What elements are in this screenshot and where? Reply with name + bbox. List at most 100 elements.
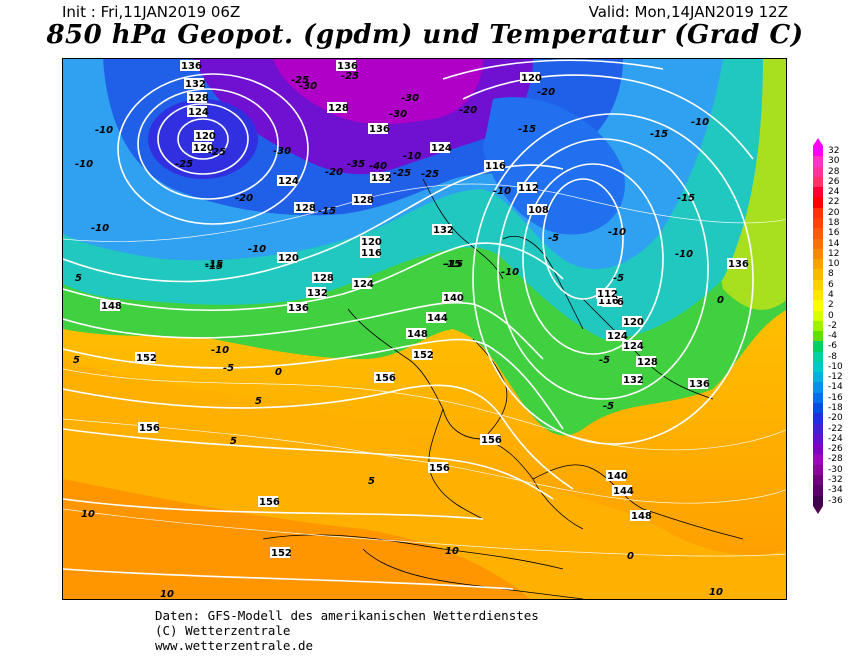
weather-map: 136 132 128 124 120 120 128 124 128 116 … [62, 58, 787, 600]
legend-swatch [813, 475, 823, 486]
geopot-label: 128 [187, 92, 209, 104]
legend-swatch [813, 433, 823, 445]
temp-label: -5 [223, 363, 234, 374]
legend-swatch [813, 495, 823, 506]
legend-swatch [813, 259, 823, 270]
temp-label: -25 [341, 71, 359, 82]
legend-label: 14 [828, 238, 840, 249]
geopot-label: 132 [622, 374, 644, 386]
svg-text:136: 136 [689, 379, 710, 390]
temp-label: -10 [501, 267, 519, 278]
geopot-label: 136 [180, 60, 202, 72]
svg-text:112: 112 [597, 289, 618, 300]
legend-label: -14 [828, 382, 843, 393]
temp-label: 0 [275, 367, 282, 378]
legend-swatch [813, 269, 823, 280]
geopot-label-text: 136 [181, 61, 202, 72]
svg-text:128: 128 [328, 103, 349, 114]
temp-label: -30 [401, 93, 419, 104]
geopot-label: 124 [352, 278, 374, 290]
legend-label: 12 [828, 248, 840, 259]
geopot-label: 136 [336, 60, 358, 72]
geopot-label: 152 [412, 349, 434, 361]
geopot-label: 156 [374, 372, 396, 384]
svg-text:116: 116 [485, 161, 506, 172]
legend-swatch [813, 341, 823, 352]
temp-label: -10 [608, 227, 626, 238]
legend-label: 22 [828, 197, 840, 208]
valid-time: Valid: Mon,14JAN2019 12Z [588, 3, 788, 21]
legend-label: -34 [828, 485, 843, 496]
svg-text:112: 112 [518, 183, 539, 194]
geopot-label: 156 [428, 462, 450, 474]
geopot-label: 128 [327, 102, 349, 114]
legend-swatch [813, 382, 823, 393]
temp-label: -40 [369, 161, 387, 172]
legend-label: 32 [828, 146, 840, 156]
svg-text:148: 148 [631, 511, 652, 522]
svg-text:124: 124 [431, 143, 452, 154]
geopot-label: 128 [352, 194, 374, 206]
temp-label: -10 [691, 117, 709, 128]
legend-swatch [813, 197, 823, 208]
legend-label: 2 [828, 300, 834, 311]
geopot-label: 120 [277, 252, 299, 264]
legend-swatch [813, 331, 823, 342]
temp-label: -15 [205, 261, 223, 272]
temp-label: -5 [603, 401, 614, 412]
temp-label: -15 [443, 259, 461, 270]
svg-text:136: 136 [728, 259, 749, 270]
legend-label: 8 [828, 269, 834, 280]
geopot-label: 136 [727, 258, 749, 270]
geopot-label: 132 [306, 287, 328, 299]
temp-label: 10 [160, 589, 174, 600]
svg-text:124: 124 [353, 279, 374, 290]
temp-label: -20 [537, 87, 555, 98]
svg-text:128: 128 [188, 93, 209, 104]
geopot-label: 124 [622, 340, 644, 352]
legend-label: -18 [828, 403, 843, 414]
svg-text:156: 156 [139, 423, 160, 434]
temp-label: -25 [208, 147, 226, 158]
svg-text:152: 152 [413, 350, 434, 361]
svg-text:128: 128 [313, 273, 334, 284]
geopot-label: 108 [527, 204, 549, 216]
legend-swatch [813, 464, 823, 475]
geopot-label: 120 [622, 316, 644, 328]
temp-label: 5 [75, 273, 82, 284]
temp-label: -20 [459, 105, 477, 116]
svg-text:136: 136 [337, 61, 358, 72]
legend-label: 4 [828, 289, 834, 300]
geopot-label: 124 [430, 142, 452, 154]
geopot-label: 124 [606, 330, 628, 342]
legend-swatch [813, 176, 823, 188]
temp-label: 5 [255, 396, 262, 407]
legend-label: 18 [828, 217, 840, 228]
temp-label: 0 [627, 551, 634, 562]
legend-swatch [813, 403, 823, 414]
legend-swatch [813, 217, 823, 229]
geopot-label: 148 [406, 328, 428, 340]
temp-label: -25 [393, 168, 411, 179]
temp-label: -5 [548, 233, 559, 244]
svg-text:132: 132 [371, 173, 392, 184]
temp-label: 5 [230, 436, 237, 447]
temp-label: -15 [650, 129, 668, 140]
svg-text:120: 120 [361, 237, 382, 248]
geopot-label: 140 [442, 292, 464, 304]
legend-swatch [813, 372, 823, 383]
svg-text:152: 152 [136, 353, 157, 364]
legend-swatch [813, 228, 823, 239]
geopot-label: 156 [480, 434, 502, 446]
legend-swatch [813, 485, 823, 496]
legend-label: 0 [828, 310, 834, 321]
footer-website: www.wetterzentrale.de [155, 638, 314, 653]
temp-label: -30 [299, 81, 317, 92]
temp-label: -15 [445, 259, 463, 270]
temp-label: -5 [613, 273, 624, 284]
legend-label: -28 [828, 454, 843, 465]
geopot-label: 128 [636, 356, 658, 368]
legend-label: -12 [828, 372, 843, 383]
svg-text:128: 128 [637, 357, 658, 368]
temp-label: -10 [75, 159, 93, 170]
